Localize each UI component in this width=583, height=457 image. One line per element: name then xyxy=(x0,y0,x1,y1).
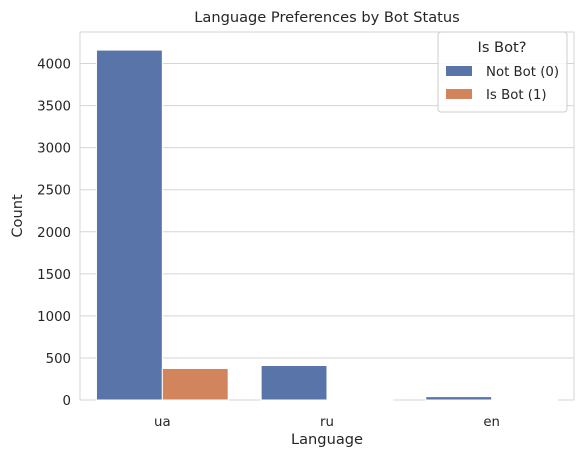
legend-swatch-not-bot xyxy=(446,66,472,76)
legend-title: Is Bot? xyxy=(478,39,527,56)
bar-ru-series-0 xyxy=(260,365,328,401)
x-tick-label: ua xyxy=(154,415,171,430)
y-tick-label: 2000 xyxy=(37,226,71,241)
bar-ua-series-1 xyxy=(161,367,229,401)
bar-ua-series-0 xyxy=(95,49,163,401)
x-tick-labels: ua ru en xyxy=(154,415,500,430)
y-tick-label: 3000 xyxy=(37,142,71,157)
y-tick-label: 0 xyxy=(63,394,71,409)
y-axis-label: Count xyxy=(9,194,26,238)
legend-swatch-is-bot xyxy=(446,89,472,99)
legend-label-is-bot: Is Bot (1) xyxy=(486,88,547,103)
x-tick-label: en xyxy=(483,415,500,430)
bars xyxy=(95,49,559,401)
x-tick-label: ru xyxy=(320,415,334,430)
x-axis-label: Language xyxy=(291,431,363,448)
y-tick-label: 2500 xyxy=(37,184,71,199)
y-tick-label: 3500 xyxy=(37,100,71,115)
legend-label-not-bot: Not Bot (0) xyxy=(486,65,559,80)
chart-title: Language Preferences by Bot Status xyxy=(194,9,459,26)
y-tick-labels: 0 500 1000 1500 2000 2500 3000 3500 4000 xyxy=(37,58,71,409)
bar-en-series-0 xyxy=(425,396,493,401)
y-tick-label: 500 xyxy=(46,352,71,367)
y-tick-label: 1500 xyxy=(37,268,71,283)
legend: Is Bot? Not Bot (0) Is Bot (1) xyxy=(437,31,568,113)
y-tick-label: 1000 xyxy=(37,310,71,325)
y-tick-label: 4000 xyxy=(37,58,71,73)
